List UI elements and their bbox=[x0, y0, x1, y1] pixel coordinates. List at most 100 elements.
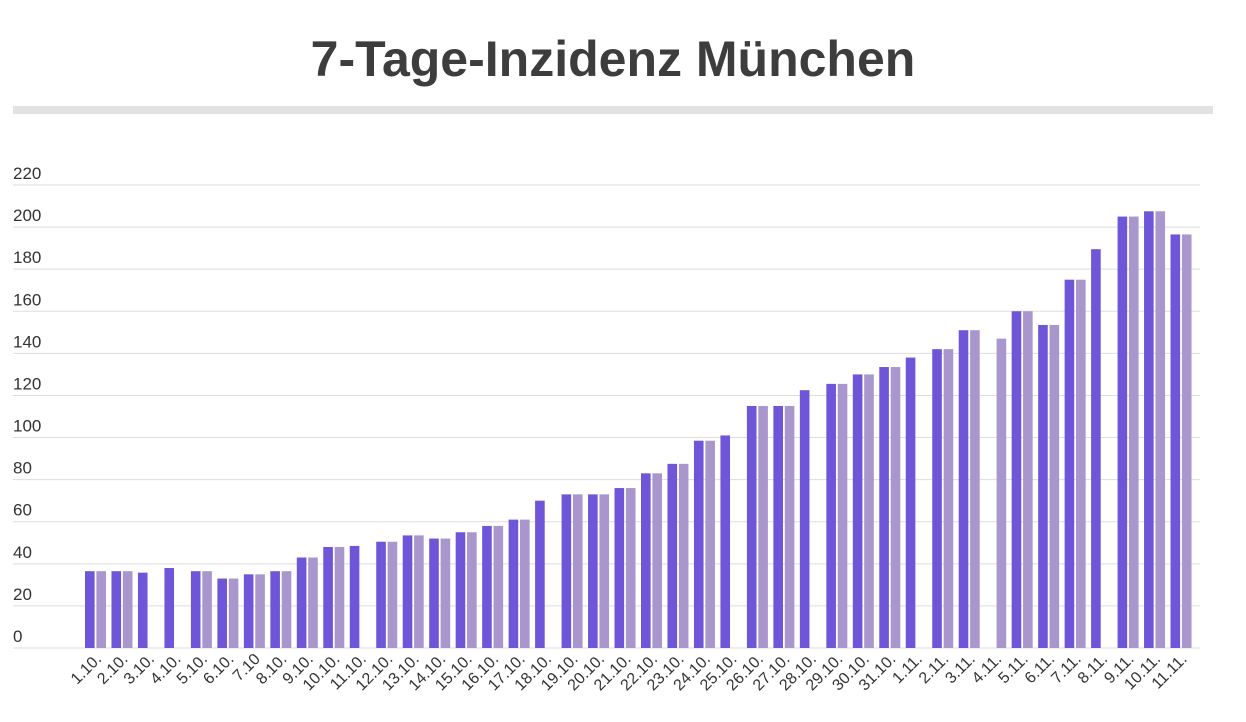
bar-dark-39 bbox=[1117, 216, 1128, 648]
bar-light-35 bbox=[1023, 311, 1033, 648]
bar-dark-32 bbox=[932, 349, 942, 648]
bar-light-12 bbox=[414, 535, 424, 648]
bar-light-41 bbox=[1181, 234, 1192, 648]
x-tick-label: 8.11. bbox=[1075, 651, 1111, 687]
bar-dark-8 bbox=[296, 557, 307, 648]
bar-dark-5 bbox=[217, 578, 227, 648]
bar-light-18 bbox=[572, 494, 583, 648]
x-tick-label: 2.11. bbox=[916, 651, 952, 687]
bar-dark-4 bbox=[190, 571, 201, 648]
bar-light-9 bbox=[334, 546, 345, 648]
bar-light-25 bbox=[758, 405, 768, 648]
bar-dark-0 bbox=[85, 571, 95, 648]
bar-dark-36 bbox=[1038, 324, 1048, 648]
chart-title: 7-Tage-Inzidenz München bbox=[310, 31, 916, 87]
x-tick-label: 7.11. bbox=[1048, 651, 1084, 687]
bar-light-19 bbox=[599, 494, 610, 648]
bar-dark-13 bbox=[429, 538, 439, 648]
bar-dark-31 bbox=[905, 357, 916, 648]
bar-dark-6 bbox=[243, 574, 254, 648]
bar-dark-41 bbox=[1170, 234, 1181, 648]
title-divider bbox=[13, 106, 1213, 114]
bar-light-20 bbox=[625, 488, 636, 648]
bar-dark-9 bbox=[323, 546, 333, 648]
bar-dark-7 bbox=[270, 571, 280, 648]
bar-dark-15 bbox=[482, 525, 492, 648]
bar-light-4 bbox=[202, 571, 212, 648]
bar-dark-30 bbox=[879, 367, 889, 648]
bar-light-34 bbox=[996, 338, 1007, 648]
bar-light-33 bbox=[970, 330, 980, 648]
bar-dark-33 bbox=[958, 330, 969, 648]
bar-dark-29 bbox=[852, 374, 863, 648]
bar-light-0 bbox=[96, 571, 106, 648]
bar-dark-12 bbox=[402, 535, 413, 648]
bar-light-26 bbox=[784, 405, 795, 648]
bar-dark-37 bbox=[1064, 279, 1075, 648]
bar-dark-17 bbox=[535, 500, 545, 648]
bar-light-16 bbox=[520, 519, 530, 648]
bar-dark-19 bbox=[588, 494, 598, 648]
bar-light-40 bbox=[1155, 211, 1166, 648]
bar-light-39 bbox=[1128, 216, 1139, 648]
bar-dark-1 bbox=[111, 571, 122, 648]
bar-light-22 bbox=[678, 463, 689, 648]
bar-dark-22 bbox=[667, 463, 678, 648]
y-tick-label: 0 bbox=[13, 627, 22, 646]
bar-dark-26 bbox=[773, 405, 783, 648]
y-tick-label: 200 bbox=[13, 206, 41, 225]
bar-dark-20 bbox=[614, 488, 625, 648]
y-tick-label: 40 bbox=[13, 543, 32, 562]
bar-dark-18 bbox=[561, 494, 572, 648]
bar-light-15 bbox=[493, 525, 504, 648]
bar-dark-25 bbox=[746, 405, 757, 648]
bar-dark-23 bbox=[693, 440, 704, 648]
bar-light-1 bbox=[122, 571, 133, 648]
y-tick-label: 120 bbox=[13, 374, 41, 393]
bar-dark-28 bbox=[826, 383, 836, 648]
bar-light-28 bbox=[837, 383, 848, 648]
bar-light-8 bbox=[308, 557, 318, 648]
y-axis-ticks: 0 20 40 60 80 100 120 140 160 180 200 220 bbox=[13, 164, 41, 646]
bar-light-37 bbox=[1076, 279, 1086, 648]
y-tick-label: 80 bbox=[13, 459, 32, 478]
y-tick-label: 220 bbox=[13, 164, 41, 183]
bar-dark-24 bbox=[720, 435, 731, 648]
y-tick-label: 100 bbox=[13, 417, 41, 436]
bar-light-30 bbox=[890, 367, 901, 648]
y-tick-label: 180 bbox=[13, 248, 41, 267]
bar-dark-40 bbox=[1144, 211, 1154, 648]
bar-dark-3 bbox=[164, 568, 175, 648]
x-tick-label: 6.11. bbox=[1022, 651, 1058, 687]
bar-light-32 bbox=[943, 349, 954, 648]
bar-dark-35 bbox=[1011, 311, 1022, 648]
bar-dark-21 bbox=[641, 473, 651, 648]
bar-dark-2 bbox=[137, 572, 148, 648]
bar-light-23 bbox=[705, 440, 715, 648]
x-tick-label: 3.11. bbox=[942, 651, 978, 687]
bar-dark-38 bbox=[1091, 249, 1101, 648]
x-tick-label: 6.10. bbox=[200, 651, 237, 688]
x-tick-label: 1.11. bbox=[889, 651, 925, 687]
bar-light-6 bbox=[255, 574, 265, 648]
x-tick-label: 5.11. bbox=[995, 651, 1031, 687]
x-axis-ticks: 1.10.2.10.3.10.4.10.5.10.6.10.7.108.10.9… bbox=[68, 651, 1191, 695]
bars bbox=[85, 211, 1192, 648]
bar-light-14 bbox=[467, 532, 477, 648]
bar-dark-10 bbox=[349, 545, 360, 648]
x-tick-label: 4.11. bbox=[969, 651, 1005, 687]
bar-dark-16 bbox=[508, 519, 519, 648]
bar-light-21 bbox=[652, 473, 662, 648]
y-tick-label: 160 bbox=[13, 290, 41, 309]
bar-light-36 bbox=[1049, 324, 1060, 648]
bar-dark-11 bbox=[376, 541, 386, 648]
y-tick-label: 60 bbox=[13, 501, 32, 520]
y-tick-label: 20 bbox=[13, 585, 32, 604]
y-tick-label: 140 bbox=[13, 332, 41, 351]
bar-light-11 bbox=[387, 541, 398, 648]
bar-dark-14 bbox=[455, 532, 466, 648]
bar-light-29 bbox=[864, 374, 874, 648]
bar-light-7 bbox=[281, 571, 292, 648]
bar-dark-27 bbox=[799, 390, 810, 648]
